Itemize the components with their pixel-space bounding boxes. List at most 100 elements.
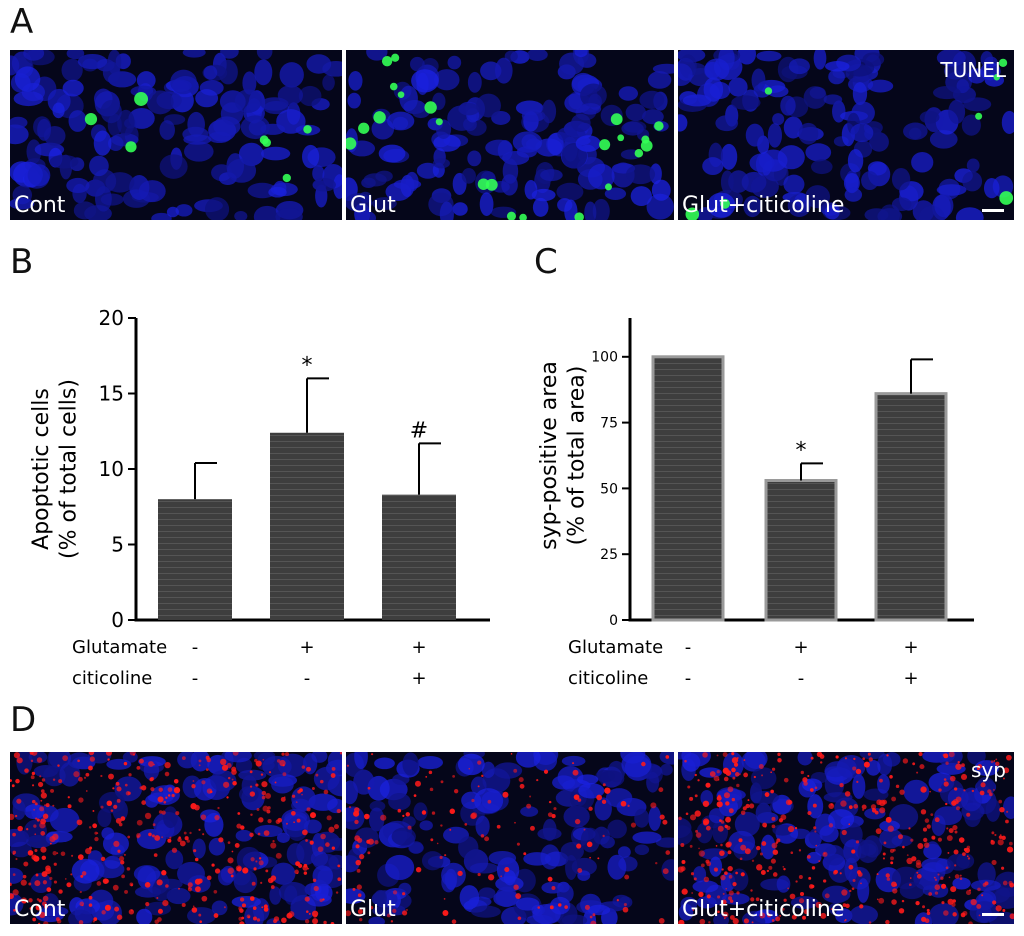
nucleus-mark: [368, 916, 385, 924]
nucleus-mark: [903, 779, 930, 804]
syp-puncta: [256, 918, 261, 922]
syp-puncta: [139, 786, 143, 790]
syp-puncta: [302, 829, 308, 836]
syp-puncta: [24, 768, 29, 773]
syp-puncta: [982, 882, 987, 887]
syp-puncta: [367, 851, 371, 855]
syp-puncta: [249, 770, 253, 774]
syp-puncta: [844, 791, 851, 797]
syp-puncta: [115, 781, 120, 786]
nucleus-mark: [678, 903, 694, 921]
syp-puncta: [363, 813, 370, 820]
syp-puncta: [127, 835, 131, 839]
nucleus-mark: [808, 828, 823, 846]
syp-puncta: [1006, 754, 1012, 761]
syp-puncta: [339, 752, 342, 755]
syp-puncta: [924, 818, 930, 823]
syp-puncta: [256, 808, 260, 811]
syp-puncta: [700, 863, 705, 868]
syp-puncta: [100, 856, 106, 862]
syp-puncta: [955, 806, 960, 811]
syp-puncta: [799, 891, 805, 897]
syp-puncta: [10, 882, 12, 887]
syp-puncta: [199, 920, 202, 924]
nucleus-mark: [712, 820, 729, 844]
syp-puncta: [273, 916, 280, 922]
syp-puncta: [844, 757, 847, 760]
nucleus-mark: [563, 805, 590, 828]
syp-puncta: [690, 872, 695, 876]
syp-puncta: [678, 816, 682, 821]
syp-puncta: [912, 762, 916, 766]
syp-puncta: [414, 780, 421, 787]
syp-puncta: [127, 791, 131, 795]
syp-puncta: [738, 838, 743, 843]
syp-puncta: [113, 804, 118, 809]
syp-puncta: [808, 876, 812, 880]
syp-puncta: [590, 920, 597, 924]
nucleus-mark: [114, 776, 143, 802]
syp-puncta: [349, 806, 352, 809]
syp-puncta: [976, 904, 982, 909]
nucleus-mark: [495, 886, 518, 908]
syp-puncta: [798, 849, 802, 852]
syp-puncta: [1002, 777, 1005, 780]
syp-puncta: [699, 918, 706, 924]
syp-puncta: [239, 897, 245, 902]
syp-puncta: [922, 827, 928, 832]
syp-puncta: [331, 766, 336, 771]
nucleus-mark: [254, 59, 273, 86]
syp-puncta: [728, 890, 734, 896]
syp-puncta: [161, 870, 167, 876]
syp-puncta: [693, 877, 697, 881]
nucleus-mark: [824, 766, 846, 778]
syp-puncta: [724, 824, 728, 829]
syp-puncta: [681, 860, 686, 865]
syp-puncta: [855, 840, 860, 844]
nucleus-mark: [234, 211, 248, 220]
tunel-image-glut: Glut: [346, 50, 674, 220]
syp-puncta: [946, 827, 949, 830]
tunel-image-glut-citicoline: TUNEL Glut+citicoline: [678, 50, 1014, 220]
tunel-positive-cell: [282, 173, 291, 183]
syp-puncta: [543, 769, 549, 774]
nucleus-mark: [312, 178, 336, 192]
syp-puncta: [255, 783, 259, 787]
nucleus-mark: [983, 178, 1000, 199]
syp-puncta: [397, 808, 402, 813]
syp-puncta: [258, 857, 262, 860]
syp-puncta: [136, 819, 143, 826]
nucleus-mark: [37, 118, 52, 141]
syp-puncta: [758, 763, 764, 769]
syp-puncta: [968, 921, 973, 924]
syp-puncta: [502, 791, 509, 798]
syp-puncta: [523, 852, 527, 856]
syp-puncta: [723, 792, 730, 799]
syp-puncta: [297, 789, 301, 794]
tunel-positive-cell: [604, 183, 612, 191]
syp-puncta: [149, 777, 154, 782]
nucleus-mark: [368, 807, 385, 832]
syp-puncta: [770, 858, 776, 864]
nucleus-mark: [106, 758, 132, 770]
syp-puncta: [116, 914, 123, 920]
syp-puncta: [468, 767, 471, 770]
syp-puncta: [231, 778, 234, 781]
syp-puncta: [747, 799, 750, 801]
syp-puncta: [716, 754, 719, 757]
syp-puncta: [684, 759, 687, 763]
nucleus-mark: [133, 865, 161, 883]
nucleus-mark: [208, 131, 231, 144]
syp-puncta: [583, 828, 586, 831]
nucleus-mark: [392, 116, 409, 130]
syp-puncta: [436, 842, 439, 845]
syp-puncta: [148, 832, 152, 837]
syp-puncta: [761, 774, 764, 777]
syp-puncta: [703, 820, 709, 826]
tunel-positive-cell: [610, 113, 623, 126]
nucleus-mark: [642, 109, 664, 125]
tunel-positive-cell: [397, 91, 405, 98]
syp-puncta: [285, 822, 288, 825]
syp-puncta: [655, 861, 658, 865]
syp-puncta: [926, 824, 931, 829]
